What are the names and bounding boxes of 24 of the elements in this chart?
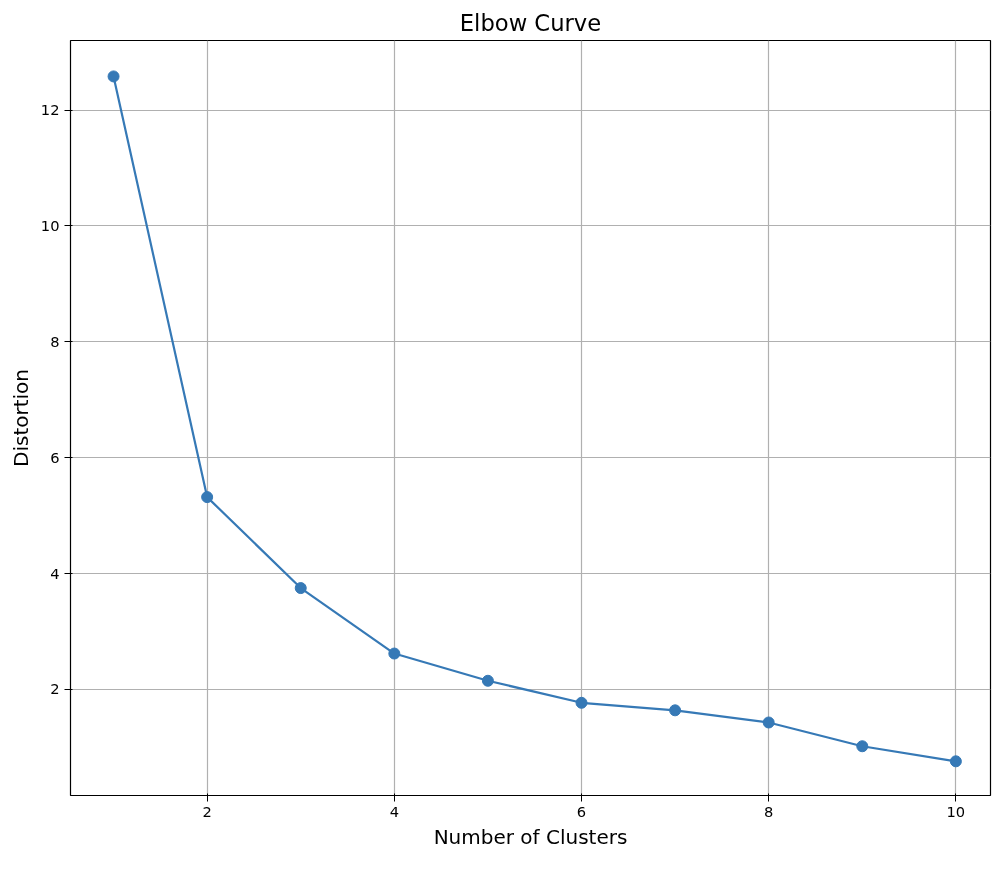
- point: [294, 582, 307, 595]
- point: [856, 740, 869, 753]
- point: [575, 696, 588, 709]
- point: [669, 704, 682, 717]
- x-tick-label: 8: [764, 802, 774, 820]
- point: [201, 491, 214, 504]
- point: [481, 674, 494, 687]
- point: [107, 70, 120, 83]
- chart-title: Elbow Curve: [459, 9, 602, 36]
- point: [388, 647, 401, 660]
- x-tick-label: 6: [576, 802, 587, 820]
- y-axis-title: Distortion: [8, 368, 33, 467]
- point: [762, 716, 775, 729]
- y-tick-label: 10: [40, 216, 60, 234]
- x-tick-label: 10: [946, 802, 966, 820]
- y-tick-label: 4: [50, 564, 60, 582]
- y-tick-label: 12: [40, 101, 60, 119]
- y-tick-label: 6: [50, 448, 60, 466]
- y-tick-label: 8: [50, 332, 60, 350]
- x-tick-label: 2: [202, 802, 212, 820]
- x-axis-title: Number of Clusters: [433, 824, 628, 849]
- point: [949, 755, 962, 768]
- y-tick-label: 2: [50, 680, 60, 698]
- x-tick-label: 4: [389, 802, 399, 820]
